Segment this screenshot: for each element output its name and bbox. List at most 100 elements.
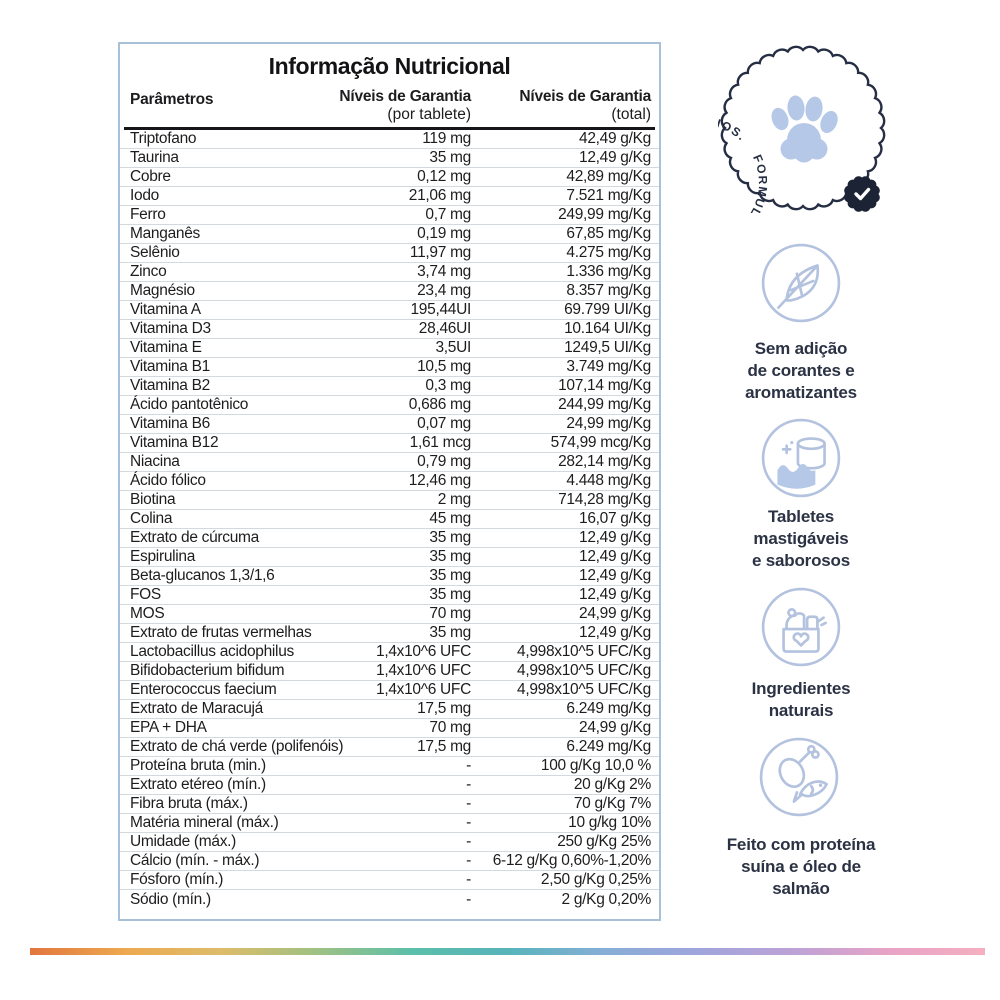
row-per-tablet: 0,79 mg	[417, 453, 471, 470]
table-header: Parâmetros Níveis de Garantia (por table…	[120, 80, 659, 124]
table-row: Extrato de chá verde (polifenóis) 17,5 mg…	[120, 738, 659, 757]
header-total-title: Níveis de Garantia	[519, 88, 651, 105]
row-total: 12,49 g/Kg	[579, 586, 651, 603]
row-param: Proteína bruta (min.)	[130, 757, 266, 774]
header-per-tablet: Níveis de Garantia (por tablete)	[301, 88, 471, 124]
row-per-tablet: 11,97 mg	[409, 244, 471, 261]
row-param: Ácido pantotênico	[130, 396, 249, 413]
table-row: Niacina 0,79 mg 282,14 mg/Kg	[120, 453, 659, 472]
row-param: Extrato de chá verde (polifenóis)	[130, 738, 344, 755]
row-total: 1249,5 UI/Kg	[564, 339, 651, 356]
row-total: 4,998x10^5 UFC/Kg	[517, 681, 651, 698]
caption-natural-ingredients: Ingredientes naturais	[751, 679, 851, 720]
header-rule	[124, 127, 655, 130]
row-per-tablet: -	[466, 833, 471, 850]
row-total: 4.275 mg/Kg	[566, 244, 651, 261]
row-param: Sódio (mín.)	[130, 890, 211, 908]
row-param: Bifidobacterium bifidum	[130, 662, 285, 679]
row-total: 6.249 mg/Kg	[566, 700, 651, 717]
row-param: Biotina	[130, 491, 176, 508]
row-param: Selênio	[130, 244, 180, 261]
row-per-tablet: 17,5 mg	[417, 700, 471, 717]
row-param: Triptofano	[130, 130, 197, 147]
row-total: 3.749 mg/Kg	[566, 358, 651, 375]
header-total: Níveis de Garantia (total)	[471, 88, 651, 124]
table-row: Fibra bruta (máx.) - 70 g/Kg 7%	[120, 795, 659, 814]
row-param: Ácido fólico	[130, 472, 206, 489]
table-row: Fósforo (mín.) - 2,50 g/Kg 0,25%	[120, 871, 659, 890]
header-per-tablet-title: Níveis de Garantia	[339, 88, 471, 105]
row-param: Ferro	[130, 206, 166, 223]
row-per-tablet: 0,07 mg	[417, 415, 471, 432]
table-row: Ferro 0,7 mg 249,99 mg/Kg	[120, 206, 659, 225]
row-total: 2,50 g/Kg 0,25%	[540, 871, 651, 888]
row-total: 4,998x10^5 UFC/Kg	[517, 662, 651, 679]
row-total: 10.164 UI/Kg	[564, 320, 651, 337]
row-per-tablet: 70 mg	[429, 605, 471, 622]
table-row: Cálcio (mín. - máx.) - 6-12 g/Kg 0,60%-1,2…	[120, 852, 659, 871]
row-per-tablet: -	[466, 776, 471, 793]
row-per-tablet: 23,4 mg	[417, 282, 471, 299]
table-row: Sódio (mín.) - 2 g/Kg 0,20%	[120, 890, 659, 909]
caption-protein-salmon: Feito com proteína suína e óleo de salmã…	[726, 835, 876, 898]
row-total: 244,99 mg/Kg	[558, 396, 651, 413]
row-param: Vitamina D3	[130, 320, 211, 337]
row-per-tablet: 3,74 mg	[417, 263, 471, 280]
table-row: Zinco 3,74 mg 1.336 mg/Kg	[120, 263, 659, 282]
row-param: Extrato de frutas vermelhas	[130, 624, 312, 641]
row-param: Vitamina B2	[130, 377, 210, 394]
row-per-tablet: -	[466, 852, 471, 869]
row-param: Vitamina A	[130, 301, 201, 318]
nutrition-card: Informação Nutricional Parâmetros Níveis…	[118, 42, 661, 921]
row-per-tablet: 35 mg	[429, 548, 471, 565]
meat-fish-icon	[759, 737, 839, 817]
row-param: Lactobacillus acidophilus	[130, 643, 294, 660]
row-per-tablet: 1,61 mcg	[409, 434, 472, 451]
table-row: Cobre 0,12 mg 42,89 mg/Kg	[120, 168, 659, 187]
row-per-tablet: 1,4x10^6 UFC	[376, 662, 471, 679]
box-icon	[761, 587, 841, 667]
row-per-tablet: 35 mg	[429, 567, 471, 584]
row-total: 12,49 g/Kg	[579, 529, 651, 546]
row-total: 20 g/Kg 2%	[573, 776, 651, 793]
row-param: EPA + DHA	[130, 719, 207, 736]
table-row: Extrato etéreo (mín.) - 20 g/Kg 2%	[120, 776, 659, 795]
table-row: Ácido pantotênico 0,686 mg 244,99 mg/Kg	[120, 396, 659, 415]
row-per-tablet: 3,5UI	[435, 339, 471, 356]
row-total: 6-12 g/Kg 0,60%-1,20%	[492, 852, 652, 869]
table-row: Taurina 35 mg 12,49 g/Kg	[120, 149, 659, 168]
row-total: 24,99 mg/Kg	[566, 415, 651, 432]
row-param: Niacina	[130, 453, 180, 470]
row-per-tablet: 1,4x10^6 UFC	[376, 643, 471, 660]
row-per-tablet: 0,19 mg	[417, 225, 471, 242]
row-param: Matéria mineral (máx.)	[130, 814, 279, 831]
row-param: Vitamina B12	[130, 434, 219, 451]
row-per-tablet: 195,44UI	[410, 301, 471, 318]
table-row: Ácido fólico 12,46 mg 4.448 mg/Kg	[120, 472, 659, 491]
row-total: 4.448 mg/Kg	[566, 472, 651, 489]
row-param: Iodo	[130, 187, 159, 204]
row-total: 16,07 g/Kg	[579, 510, 651, 527]
table-row: Colina 45 mg 16,07 g/Kg	[120, 510, 659, 529]
caption-no-additives: Sem adição de corantes e aromatizantes	[745, 339, 857, 402]
table-row: Manganês 0,19 mg 67,85 mg/Kg	[120, 225, 659, 244]
rainbow-divider	[30, 948, 985, 955]
table-row: Enterococcus faecium 1,4x10^6 UFC 4,998x10…	[120, 681, 659, 700]
row-total: 574,99 mcg/Kg	[550, 434, 652, 451]
row-total: 42,49 g/Kg	[579, 130, 651, 147]
row-per-tablet: -	[466, 890, 471, 908]
table-row: Extrato de frutas vermelhas 35 mg 12,49 g/…	[120, 624, 659, 643]
row-total: 42,89 mg/Kg	[566, 168, 651, 185]
table-row: Vitamina B12 1,61 mcg 574,99 mcg/Kg	[120, 434, 659, 453]
row-total: 107,14 mg/Kg	[558, 377, 651, 394]
row-param: Cobre	[130, 168, 171, 185]
row-per-tablet: 35 mg	[429, 624, 471, 641]
row-total: 12,49 g/Kg	[579, 149, 651, 166]
table-row: Magnésio 23,4 mg 8.357 mg/Kg	[120, 282, 659, 301]
row-param: Extrato de Maracujá	[130, 700, 264, 717]
table-row: Vitamina A 195,44UI 69.799 UI/Kg	[120, 301, 659, 320]
table-row: Extrato de cúrcuma 35 mg 12,49 g/Kg	[120, 529, 659, 548]
row-total: 7.521 mg/Kg	[566, 187, 651, 204]
table-row: Vitamina B2 0,3 mg 107,14 mg/Kg	[120, 377, 659, 396]
can-icon	[761, 418, 841, 498]
